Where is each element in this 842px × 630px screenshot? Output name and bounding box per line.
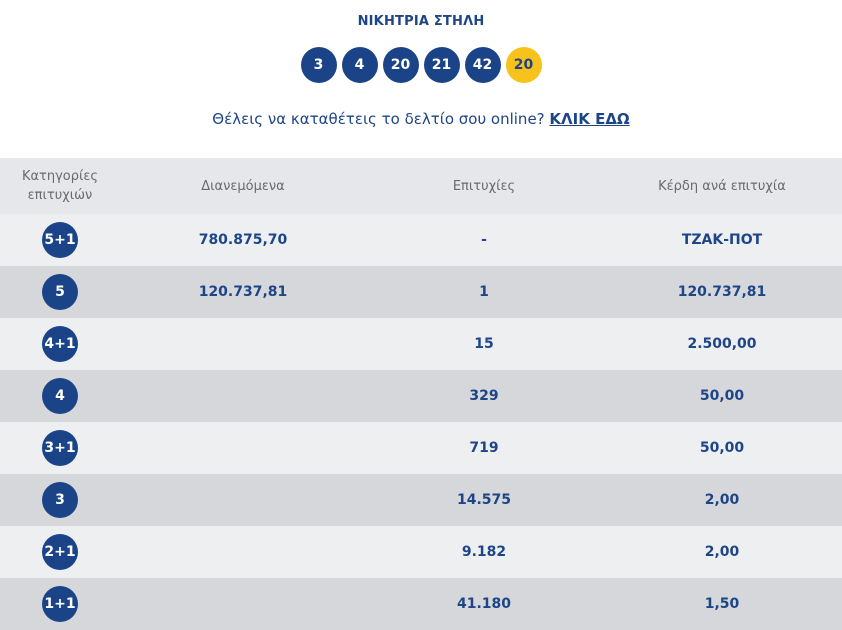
header-distributed: Διανεμόμενα [201,178,285,194]
winners-cell: 14.575 [456,492,512,508]
prize-cell: 2,00 [704,544,740,560]
winners-cell: 719 [469,440,499,456]
number-ball: 20 [382,47,419,83]
number-ball: 21 [423,47,460,83]
prize-cell: 120.737,81 [677,284,767,300]
category-badge: 4 [42,378,78,414]
distributed-cell: 780.875,70 [198,232,288,248]
category-badge: 3+1 [42,430,78,466]
distributed-cell: 120.737,81 [198,284,288,300]
prize-cell: 50,00 [699,388,745,404]
number-ball: 4 [341,47,378,83]
prize-cell: ΤΖΑΚ-ΠΟΤ [681,232,763,248]
category-badge: 2+1 [42,534,78,570]
prize-table: Κατηγορίες επιτυχιών Διανεμόμενα Επιτυχί… [0,158,842,630]
table-row: 4 329 50,00 [0,370,842,422]
category-badge: 5 [42,274,78,310]
promo-text: Θέλεις να καταθέτεις το δελτίο σου onlin… [212,110,545,128]
prize-cell: 2,00 [704,492,740,508]
prize-cell: 2.500,00 [687,336,757,352]
winning-column-title: ΝΙΚΗΤΡΙΑ ΣΤΗΛΗ [357,14,485,29]
click-here-link[interactable]: ΚΛΙΚ ΕΔΩ [549,110,630,128]
number-ball: 3 [300,47,337,83]
category-badge: 3 [42,482,78,518]
winners-cell: 1 [479,284,489,300]
online-promo: Θέλεις να καταθέτεις το δελτίο σου onlin… [0,110,842,128]
number-ball: 42 [464,47,501,83]
table-row: 5+1 780.875,70 - ΤΖΑΚ-ΠΟΤ [0,214,842,266]
winners-cell: 329 [469,388,499,404]
winners-cell: 15 [474,336,494,352]
header-winners: Επιτυχίες [452,178,516,194]
prize-cell: 50,00 [699,440,745,456]
header-prize-per-winner: Κέρδη ανά επιτυχία [658,178,786,194]
winners-cell: 41.180 [456,596,512,612]
header-categories: Κατηγορίες επιτυχιών [21,169,99,203]
table-header: Κατηγορίες επιτυχιών Διανεμόμενα Επιτυχί… [0,158,842,214]
table-row: 2+1 9.182 2,00 [0,526,842,578]
table-row: 3 14.575 2,00 [0,474,842,526]
prize-cell: 1,50 [704,596,740,612]
category-badge: 1+1 [42,586,78,622]
category-badge: 5+1 [42,222,78,258]
winners-cell: - [481,232,487,248]
winning-numbers: 3 4 20 21 42 20 [0,47,842,83]
joker-ball: 20 [505,47,542,83]
table-row: 4+1 15 2.500,00 [0,318,842,370]
table-row: 1+1 41.180 1,50 [0,578,842,630]
table-row: 3+1 719 50,00 [0,422,842,474]
category-badge: 4+1 [42,326,78,362]
table-row: 5 120.737,81 1 120.737,81 [0,266,842,318]
winners-cell: 9.182 [461,544,507,560]
